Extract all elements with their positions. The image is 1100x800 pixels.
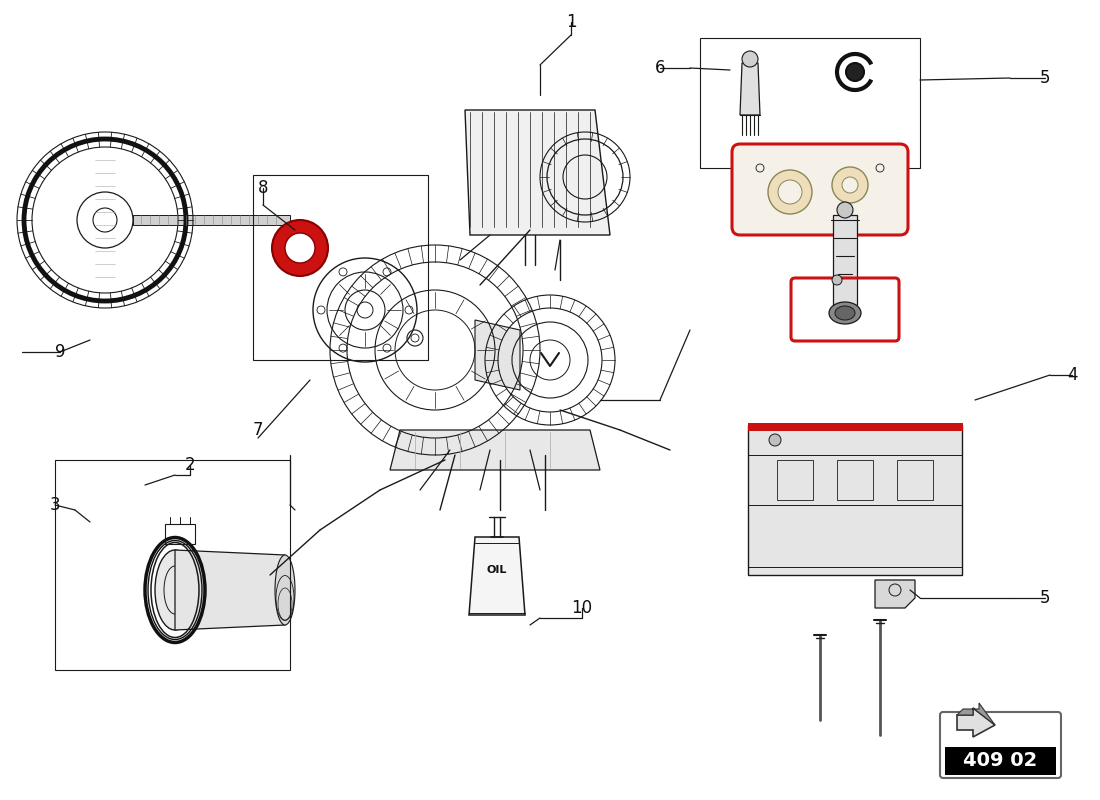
Circle shape — [846, 63, 864, 81]
Polygon shape — [957, 703, 996, 725]
Text: 4: 4 — [1067, 366, 1077, 384]
Text: 3: 3 — [50, 496, 60, 514]
Polygon shape — [874, 580, 915, 608]
Text: 409 02: 409 02 — [962, 750, 1037, 770]
Text: OIL: OIL — [487, 565, 507, 575]
Polygon shape — [133, 215, 290, 225]
Bar — [945, 747, 1056, 775]
Polygon shape — [390, 430, 600, 470]
Polygon shape — [748, 425, 962, 575]
Bar — [777, 460, 813, 500]
Ellipse shape — [829, 302, 861, 324]
Bar — [55, 460, 290, 670]
Polygon shape — [740, 63, 760, 115]
Circle shape — [769, 434, 781, 446]
Circle shape — [832, 167, 868, 203]
Circle shape — [742, 51, 758, 67]
Polygon shape — [957, 708, 996, 737]
FancyBboxPatch shape — [940, 712, 1062, 778]
Text: 6: 6 — [654, 59, 666, 77]
Bar — [253, 175, 428, 360]
Text: 5: 5 — [1040, 589, 1050, 607]
Circle shape — [272, 220, 328, 276]
Ellipse shape — [835, 306, 855, 320]
Text: 8: 8 — [257, 179, 268, 197]
Polygon shape — [469, 537, 525, 615]
Polygon shape — [475, 320, 520, 390]
Polygon shape — [465, 110, 611, 235]
Circle shape — [778, 180, 802, 204]
Bar — [837, 460, 873, 500]
Polygon shape — [833, 215, 857, 305]
Bar — [700, 38, 920, 168]
Bar — [165, 524, 195, 544]
FancyBboxPatch shape — [732, 144, 907, 235]
Text: 1: 1 — [565, 13, 576, 31]
Text: 10: 10 — [571, 599, 593, 617]
Polygon shape — [175, 550, 285, 630]
FancyBboxPatch shape — [748, 423, 962, 431]
Bar — [896, 460, 933, 500]
Text: 9: 9 — [55, 343, 65, 361]
Text: 5: 5 — [1040, 69, 1050, 87]
Ellipse shape — [155, 550, 195, 630]
Text: 2: 2 — [185, 456, 196, 474]
Circle shape — [842, 177, 858, 193]
Circle shape — [768, 170, 812, 214]
Text: 7: 7 — [253, 421, 263, 439]
Circle shape — [837, 202, 852, 218]
Circle shape — [832, 275, 842, 285]
Circle shape — [285, 233, 315, 263]
Ellipse shape — [275, 555, 295, 625]
